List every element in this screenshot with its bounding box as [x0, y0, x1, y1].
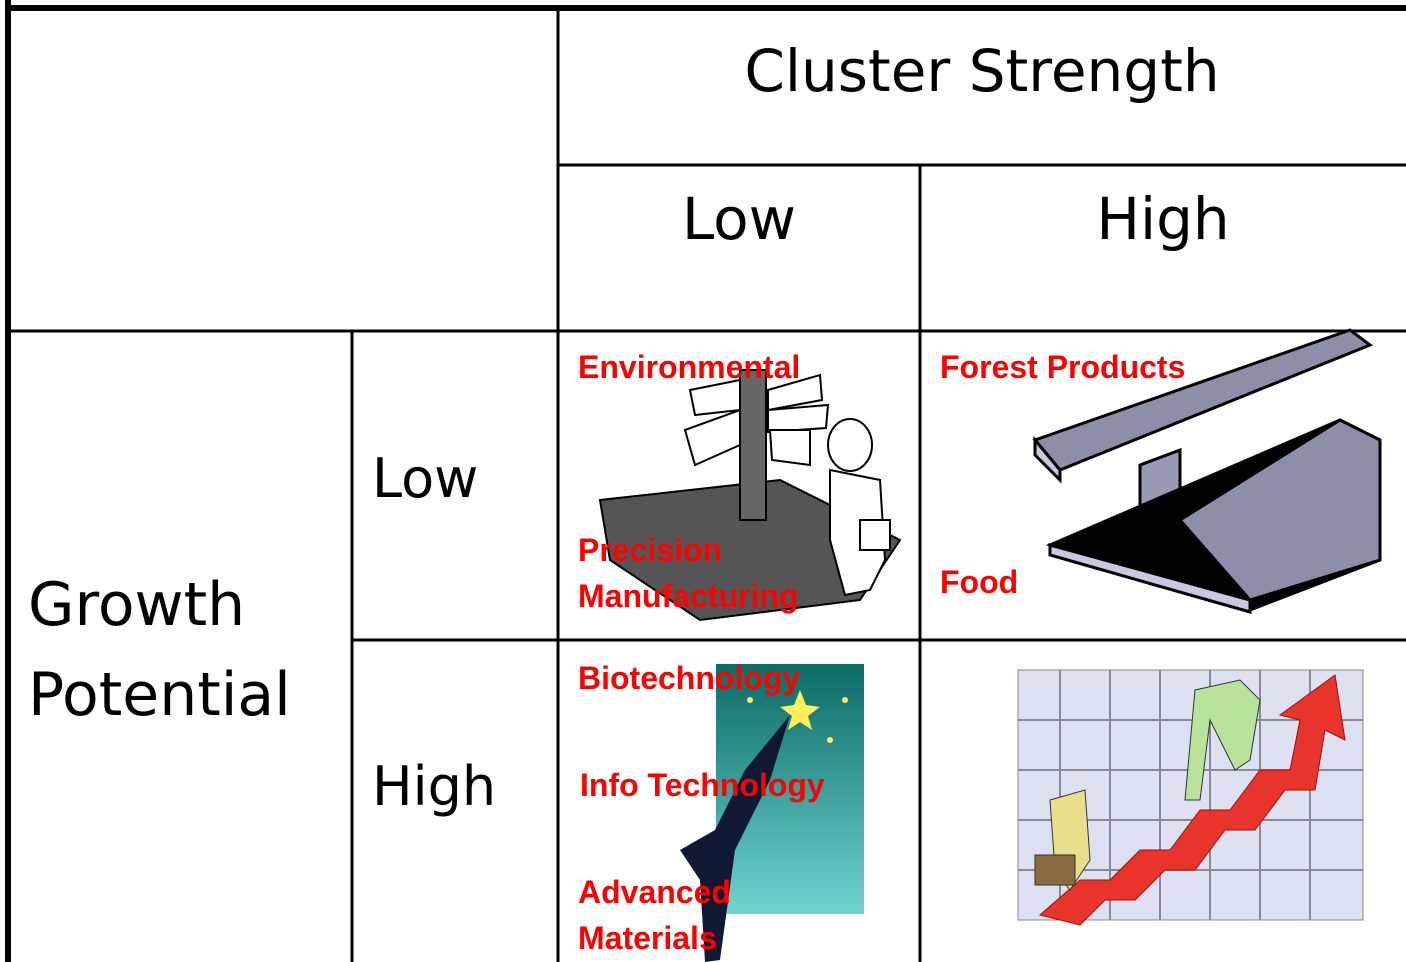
row-group-title: Growth Potential [28, 570, 291, 730]
cluster-label: Advanced Materials [578, 874, 731, 956]
column-group-title: Cluster Strength [744, 37, 1220, 105]
row-header: Low [372, 447, 479, 510]
ibeam-icon [1032, 328, 1382, 614]
cluster-label: Info Technology [580, 767, 825, 803]
grid-lines [5, 0, 1406, 962]
cluster-label: Environmental [578, 349, 801, 385]
climbing-icon [1017, 669, 1364, 926]
column-header: High [1096, 185, 1230, 253]
cluster-label: Precision Manufacturing [578, 532, 799, 614]
cluster-label: Biotechnology [578, 660, 801, 696]
signpost-icon [598, 369, 902, 622]
cluster-label: Forest Products [940, 349, 1186, 385]
stars-icon [680, 664, 864, 962]
column-header: Low [681, 185, 797, 253]
cluster-label: Food [940, 564, 1019, 600]
row-header: High [372, 755, 497, 818]
